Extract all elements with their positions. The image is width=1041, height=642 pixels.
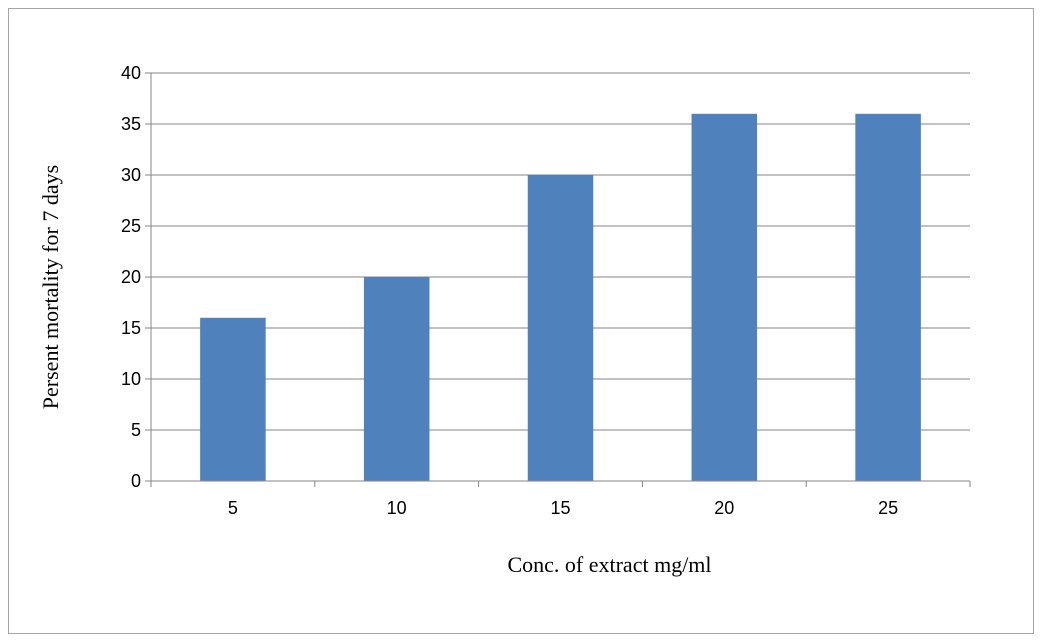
x-tick-label: 25 — [878, 498, 898, 518]
bar-10 — [363, 277, 430, 481]
y-tick-label: 35 — [121, 114, 141, 134]
y-tick-label: 10 — [121, 369, 141, 389]
y-tick-label: 0 — [131, 471, 141, 491]
x-tick-label: 20 — [714, 498, 734, 518]
bar-15 — [527, 175, 594, 481]
x-tick-label: 15 — [550, 498, 570, 518]
bar-5 — [200, 317, 266, 481]
y-tick-label: 25 — [121, 216, 141, 236]
y-tick-label: 15 — [121, 318, 141, 338]
x-tick-label: 10 — [387, 498, 407, 518]
y-tick-label: 30 — [121, 165, 141, 185]
y-tick-label: 40 — [121, 63, 141, 83]
x-tick-labels: 5 10 15 20 25 — [228, 498, 898, 518]
bar-25 — [855, 113, 921, 482]
x-tick-label: 5 — [228, 498, 238, 518]
y-tick-labels: 0 5 10 15 20 25 30 35 40 — [121, 63, 141, 491]
y-axis-title: Persent mortality for 7 days — [38, 165, 63, 409]
y-tick-label: 20 — [121, 267, 141, 287]
bars — [200, 113, 921, 482]
x-axis-title: Conc. of extract mg/ml — [507, 552, 711, 577]
bar-20 — [691, 113, 758, 482]
y-tick-label: 5 — [131, 420, 141, 440]
axes — [145, 72, 971, 487]
